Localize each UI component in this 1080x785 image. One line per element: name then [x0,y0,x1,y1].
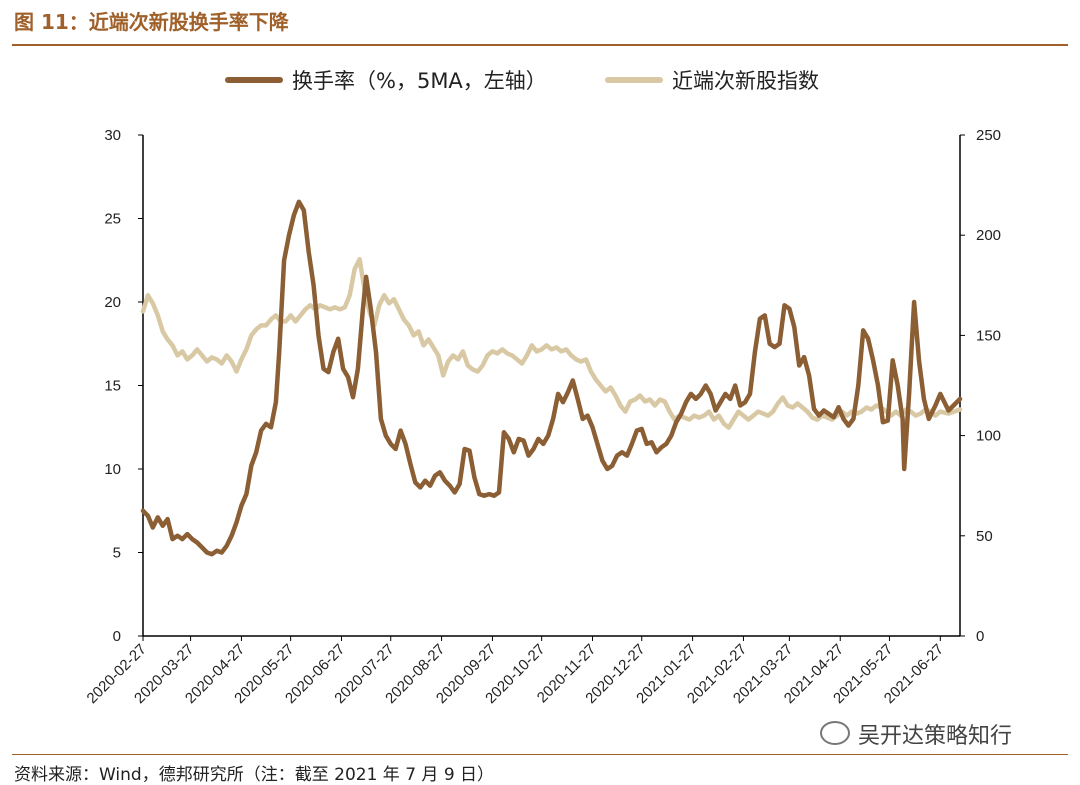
y-left-tick-label: 30 [104,127,121,144]
source-rule [12,754,1068,755]
wechat-icon [820,721,850,745]
y-left-tick-label: 25 [104,211,121,228]
series-line-turnover [140,199,963,557]
y-left-tick-label: 5 [113,545,121,562]
watermark-text: 吴开达策略知行 [858,724,1013,749]
axes: 0510152025300501001502002502020-02-27202… [84,127,1001,707]
legend-label: 换手率（%，5MA，左轴） [292,69,547,93]
y-right-tick-label: 200 [976,227,1001,244]
y-right-tick-label: 50 [976,528,993,545]
series-line-index [140,256,963,430]
title-rule [12,44,1068,46]
y-left-tick-label: 20 [104,294,121,311]
y-right-tick-label: 250 [976,127,1001,144]
y-right-tick-label: 100 [976,428,1001,445]
y-right-tick-label: 0 [976,628,984,645]
y-left-tick-label: 10 [104,461,121,478]
source-note: 资料来源：Wind，德邦研究所（注：截至 2021 年 7 月 9 日） [14,765,495,785]
legend-label: 近端次新股指数 [672,69,819,93]
figure-title: 图 11：近端次新股换手率下降 [14,10,289,34]
y-left-tick-label: 15 [104,378,121,395]
legend: 换手率（%，5MA，左轴） 近端次新股指数 [225,69,819,93]
watermark: 吴开达策略知行 [820,718,1012,750]
y-left-tick-label: 0 [113,628,121,645]
y-right-tick-label: 150 [976,327,1001,344]
series-layer [140,199,963,557]
